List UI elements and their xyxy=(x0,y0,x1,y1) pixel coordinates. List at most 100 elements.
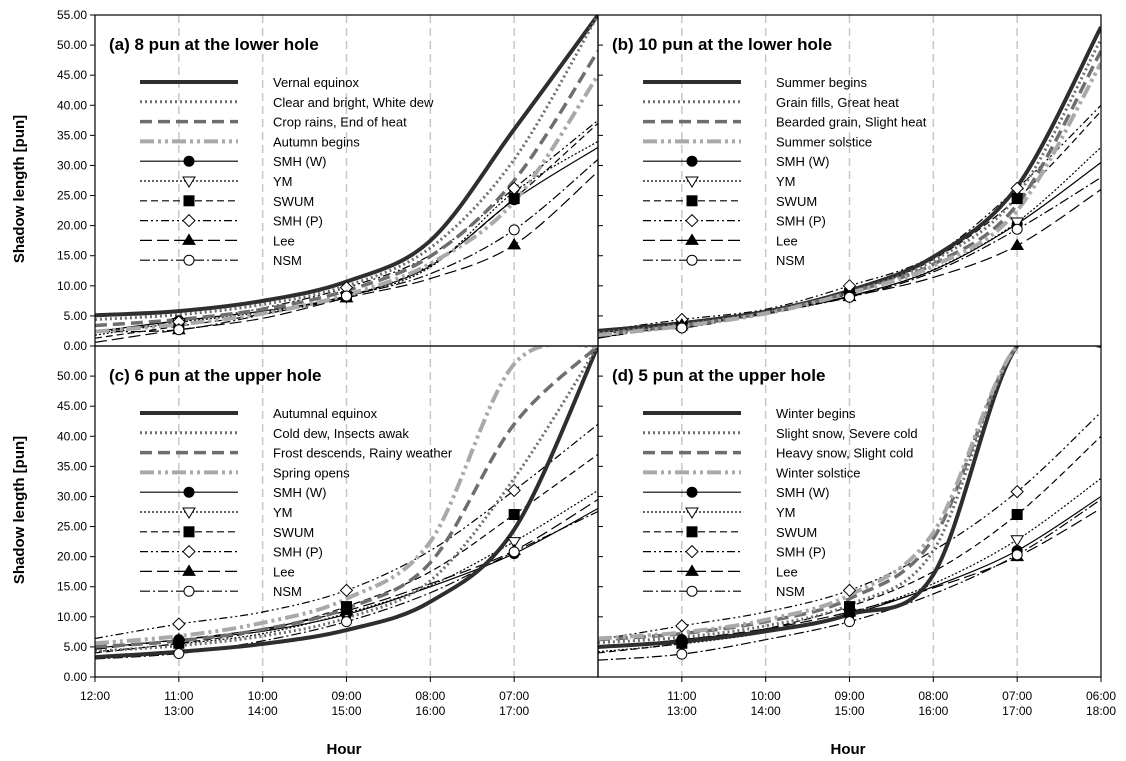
series-line-bearded-grain-slight-heat xyxy=(598,50,1101,337)
legend-label: SWUM xyxy=(273,194,314,209)
series-line-heavy-snow-slight-cold xyxy=(598,346,1101,642)
y-tick-label: 50.00 xyxy=(57,369,87,383)
series-markers xyxy=(674,181,1025,334)
data-point-lee xyxy=(507,237,522,250)
x-tick-label-pm: 18:00 xyxy=(1086,704,1116,718)
legend-marker xyxy=(183,526,195,538)
data-point-swum xyxy=(1011,509,1023,521)
legend-label: SMH (W) xyxy=(273,485,326,500)
data-point-smh-p- xyxy=(1010,484,1024,499)
x-tick-label-pm: 13:00 xyxy=(164,704,194,718)
legend-marker xyxy=(182,544,196,559)
x-tick-label: 07:00 xyxy=(1002,689,1032,703)
y-tick-label: 25.00 xyxy=(57,520,87,534)
data-point-swum xyxy=(508,193,520,205)
series-line-frost-descends-rainy-weather xyxy=(95,346,598,649)
x-tick-label: 09:00 xyxy=(834,689,864,703)
y-tick-label: 50.00 xyxy=(57,38,87,52)
legend-marker xyxy=(183,486,195,498)
data-point-swum xyxy=(1011,193,1023,205)
legend-label: Summer solstice xyxy=(776,134,872,149)
panel-title: (d) 5 pun at the upper hole xyxy=(612,366,825,385)
x-tick-label: 11:00 xyxy=(164,689,193,703)
legend-marker xyxy=(686,526,698,538)
legend-marker xyxy=(183,155,195,167)
legend-marker xyxy=(182,233,196,245)
data-point-nsm xyxy=(1011,549,1023,561)
x-tick-label: 06:00 xyxy=(1086,689,1116,703)
y-tick-label: 15.00 xyxy=(57,249,87,263)
data-point-ym xyxy=(1010,217,1025,229)
x-tick-label: 09:00 xyxy=(331,689,361,703)
y-tick-label: 40.00 xyxy=(57,429,87,443)
y-tick-label: 5.00 xyxy=(64,640,88,654)
y-tick-label: 45.00 xyxy=(57,399,87,413)
legend-label: SMH (W) xyxy=(273,154,326,169)
data-point-lee xyxy=(339,603,354,616)
legend-label: YM xyxy=(273,505,293,520)
x-tick-label: 12:00 xyxy=(80,689,110,703)
data-point-nsm xyxy=(508,224,520,236)
legend-marker xyxy=(182,507,196,519)
y-tick-label: 45.00 xyxy=(57,68,87,82)
legend-label: SMH (W) xyxy=(776,485,829,500)
legend: Summer begins Grain fills, Great heat Bear… xyxy=(643,75,927,268)
legend-label: Cold dew, Insects awak xyxy=(273,426,409,441)
y-tick-label: 15.00 xyxy=(57,580,87,594)
data-point-nsm xyxy=(508,546,520,558)
data-point-smh-p- xyxy=(1010,181,1024,196)
panel-title: (b) 10 pun at the lower hole xyxy=(612,35,832,54)
y-tick-label: 10.00 xyxy=(57,279,87,293)
data-point-smh-p- xyxy=(675,619,689,633)
legend-marker xyxy=(685,564,699,576)
y-tick-label: 35.00 xyxy=(57,459,87,473)
x-tick-label: 10:00 xyxy=(751,689,781,703)
y-axis-label-bottom: Shadow length [pun] xyxy=(11,436,28,584)
legend-label: Lee xyxy=(273,233,295,248)
data-point-smh-p- xyxy=(507,483,521,498)
x-tick-label: 08:00 xyxy=(415,689,445,703)
legend-label: SMH (P) xyxy=(776,214,826,229)
x-tick-label: 08:00 xyxy=(918,689,948,703)
data-point-lee xyxy=(1010,238,1025,250)
legend-label: Lee xyxy=(273,564,295,579)
data-point-nsm xyxy=(676,322,688,334)
legend-marker xyxy=(182,213,196,228)
legend-marker xyxy=(686,585,698,597)
legend-label: Clear and bright, White dew xyxy=(273,95,434,110)
legend-label: Winter begins xyxy=(776,406,856,421)
legend-label: SMH (P) xyxy=(776,545,826,560)
y-tick-label: 0.00 xyxy=(64,670,88,684)
y-tick-label: 5.00 xyxy=(64,309,88,323)
x-tick-label-pm: 15:00 xyxy=(331,704,361,718)
legend-label: SMH (P) xyxy=(273,545,323,560)
legend-label: Bearded grain, Slight heat xyxy=(776,115,927,130)
legend-label: SWUM xyxy=(776,525,817,540)
data-point-smh-p- xyxy=(339,583,354,598)
legend-label: YM xyxy=(776,174,796,189)
chart-panels: 0.00 5.00 10.00 15.00 20.00 25.00 30.00 35.00 40… xyxy=(57,8,1116,718)
legend-label: Frost descends, Rainy weather xyxy=(273,446,453,461)
legend-marker xyxy=(183,195,195,207)
legend-label: Vernal equinox xyxy=(273,75,360,90)
legend-marker xyxy=(685,544,699,559)
plot-frame xyxy=(597,345,1102,678)
data-point-ym xyxy=(507,537,522,549)
legend-label: NSM xyxy=(273,253,302,268)
data-point-nsm xyxy=(173,648,185,660)
x-tick-label: 11:00 xyxy=(667,689,696,703)
x-tick-label-pm: 14:00 xyxy=(751,704,781,718)
x-tick-label-pm: 14:00 xyxy=(248,704,278,718)
y-tick-label: 30.00 xyxy=(57,158,87,172)
legend: Winter begins Slight snow, Severe cold Hea… xyxy=(643,406,918,599)
legend-label: Crop rains, End of heat xyxy=(273,115,407,130)
legend-label: Autumnal equinox xyxy=(273,406,378,421)
x-axis-label-right: Hour xyxy=(831,741,866,758)
data-point-lee xyxy=(674,632,689,645)
legend-marker xyxy=(685,176,699,188)
series-markers xyxy=(171,483,522,660)
legend-label: NSM xyxy=(273,584,302,599)
data-point-nsm xyxy=(173,324,185,336)
data-point-swum xyxy=(508,509,520,521)
